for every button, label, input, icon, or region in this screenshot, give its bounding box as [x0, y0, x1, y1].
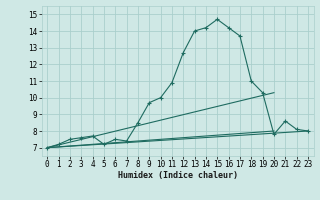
X-axis label: Humidex (Indice chaleur): Humidex (Indice chaleur) [118, 171, 237, 180]
